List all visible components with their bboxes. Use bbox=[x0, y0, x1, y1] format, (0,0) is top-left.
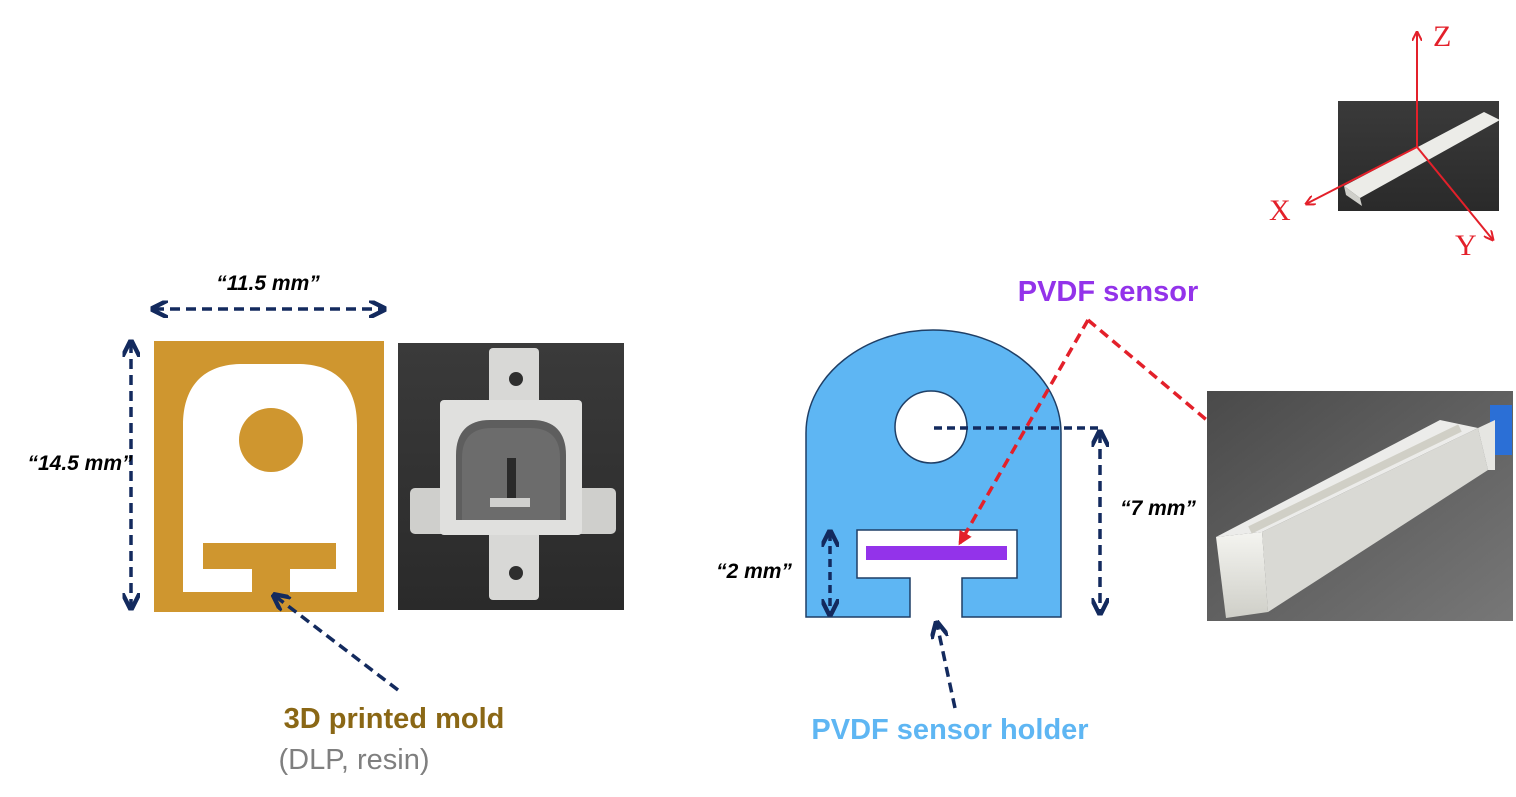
y-axis-line bbox=[1416, 146, 1493, 240]
mold-photo bbox=[398, 343, 624, 610]
mold-pointer-arrow bbox=[275, 596, 400, 692]
holder-pointer-arrow bbox=[937, 624, 957, 709]
mold-width-label: “11.5 mm” bbox=[216, 272, 320, 295]
z-axis-label: Z bbox=[1433, 20, 1451, 53]
mold-title: 3D printed mold bbox=[284, 703, 505, 735]
slot-depth-label: “2 mm” bbox=[716, 560, 792, 583]
holder-photo bbox=[1207, 391, 1513, 621]
holder-title: PVDF sensor holder bbox=[811, 714, 1088, 746]
mold-subtitle: (DLP, resin) bbox=[279, 744, 430, 776]
mold-pin bbox=[239, 408, 303, 472]
holder-hole bbox=[894, 390, 968, 464]
x-axis-line bbox=[1306, 146, 1418, 204]
mold-cavity bbox=[183, 364, 357, 592]
y-axis-label: Y bbox=[1455, 229, 1477, 262]
hole-height-label: “7 mm” bbox=[1120, 497, 1196, 520]
holder-body bbox=[805, 329, 1062, 618]
pvdf-sensor-title: PVDF sensor bbox=[1018, 276, 1199, 308]
coordinate-axes: Z X Y bbox=[1269, 20, 1493, 262]
sensor-pointer-left bbox=[958, 319, 1090, 546]
pvdf-strip bbox=[866, 546, 1007, 560]
mold-height-label: “14.5 mm” bbox=[27, 452, 133, 475]
axis-photo bbox=[1338, 101, 1500, 211]
x-axis-label: X bbox=[1269, 194, 1291, 227]
holder-diagram bbox=[805, 329, 1062, 618]
mold-diagram bbox=[154, 341, 384, 612]
